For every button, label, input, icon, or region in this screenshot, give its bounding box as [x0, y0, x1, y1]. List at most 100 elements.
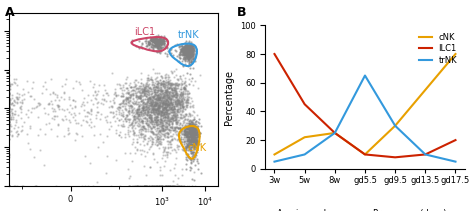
Point: [165, 122, 173, 126]
Point: [159, 101, 167, 104]
Point: [110, 115, 118, 118]
Point: [185, 126, 193, 130]
Point: [191, 127, 199, 130]
Point: [172, 88, 179, 91]
Point: [155, 96, 162, 100]
Point: [169, 184, 176, 187]
Point: [119, 93, 127, 96]
Point: [160, 84, 167, 87]
Point: [160, 38, 167, 41]
Point: [148, 97, 155, 101]
Point: [10, 98, 18, 101]
Point: [157, 42, 165, 46]
Point: [185, 78, 192, 81]
Point: [143, 100, 151, 103]
Point: [192, 136, 200, 139]
Point: [139, 94, 147, 97]
Point: [157, 104, 164, 107]
Point: [166, 184, 173, 187]
Point: [128, 120, 136, 124]
Point: [189, 134, 197, 137]
Point: [127, 100, 134, 103]
Point: [169, 109, 176, 113]
Point: [135, 107, 142, 111]
Point: [148, 100, 156, 104]
Line: cNK: cNK: [274, 54, 456, 154]
Point: [157, 118, 164, 121]
Point: [129, 107, 137, 111]
Point: [190, 130, 197, 134]
Point: [154, 92, 162, 96]
Point: [154, 83, 162, 87]
Point: [165, 94, 173, 98]
Point: [137, 152, 145, 155]
Point: [193, 150, 201, 153]
Point: [155, 109, 162, 112]
Point: [153, 45, 160, 49]
Point: [173, 101, 180, 104]
Point: [168, 107, 176, 110]
Point: [182, 128, 189, 131]
Point: [154, 119, 162, 122]
ILC1: [422, 153, 428, 156]
Point: [184, 132, 192, 135]
Point: [191, 125, 199, 129]
Point: [128, 122, 135, 125]
Point: [168, 82, 175, 85]
Point: [151, 44, 158, 47]
Point: [126, 152, 134, 155]
Point: [47, 127, 55, 130]
Point: [152, 108, 160, 112]
Point: [170, 106, 177, 110]
Point: [180, 92, 187, 96]
Point: [69, 98, 77, 101]
Point: [124, 114, 131, 117]
Point: [149, 113, 156, 116]
Point: [166, 83, 173, 86]
Point: [188, 133, 196, 137]
Point: [133, 108, 141, 111]
Point: [169, 94, 177, 97]
Point: [163, 103, 170, 106]
Point: [126, 101, 133, 105]
Point: [160, 83, 167, 86]
Point: [146, 184, 153, 187]
Point: [187, 53, 195, 57]
Point: [182, 51, 189, 54]
Point: [6, 184, 13, 187]
Point: [6, 120, 13, 123]
Point: [185, 46, 192, 50]
Point: [186, 50, 193, 54]
Point: [157, 120, 164, 124]
Point: [132, 122, 139, 125]
Point: [186, 53, 193, 57]
Point: [182, 130, 189, 133]
Point: [182, 53, 190, 57]
Point: [109, 104, 116, 108]
Point: [148, 129, 155, 132]
Point: [163, 184, 171, 187]
Point: [186, 140, 194, 143]
Point: [186, 126, 193, 129]
Point: [151, 125, 159, 128]
Point: [183, 47, 191, 50]
Point: [156, 78, 164, 82]
Point: [157, 40, 164, 43]
Point: [119, 113, 127, 116]
Point: [151, 103, 159, 107]
Point: [150, 94, 158, 98]
Point: [190, 135, 198, 139]
Point: [83, 120, 91, 124]
Point: [193, 131, 201, 135]
Point: [97, 101, 105, 104]
Point: [143, 81, 150, 84]
Point: [191, 153, 199, 156]
Point: [189, 129, 197, 132]
Point: [153, 83, 160, 86]
Point: [146, 101, 154, 105]
Point: [135, 118, 143, 121]
Point: [60, 119, 67, 122]
Point: [169, 92, 177, 96]
Point: [183, 143, 191, 146]
Point: [151, 39, 158, 42]
